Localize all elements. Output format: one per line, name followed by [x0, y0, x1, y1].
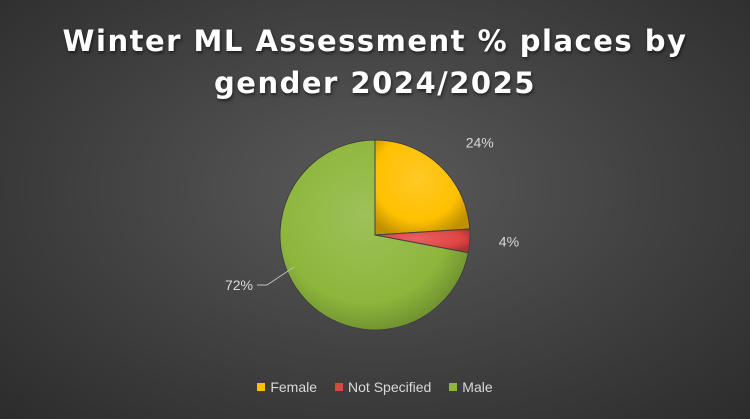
data-label-not-specified: 4% [499, 233, 519, 249]
data-label-male: 72% [225, 277, 253, 293]
pie-slice-male [279, 139, 469, 331]
chart-title-line-2: gender 2024/2025 [214, 66, 536, 100]
legend: Female Not Specified Male [0, 379, 750, 395]
legend-label: Female [270, 379, 318, 395]
legend-item-female: Female [257, 379, 317, 395]
legend-swatch [335, 383, 344, 391]
legend-swatch [257, 383, 266, 391]
data-label-female: 24% [466, 134, 494, 150]
chart-title: Winter ML Assessment % places by gender … [0, 20, 750, 104]
legend-swatch [449, 383, 458, 391]
legend-label: Male [462, 379, 493, 395]
legend-label: Not Specified [348, 379, 432, 395]
legend-item-male: Male [449, 379, 493, 395]
legend-item-not-specified: Not Specified [335, 379, 431, 395]
chart-title-line-1: Winter ML Assessment % places by [62, 24, 688, 58]
leader-line-male [257, 266, 295, 286]
pie-slice-female [374, 139, 471, 236]
